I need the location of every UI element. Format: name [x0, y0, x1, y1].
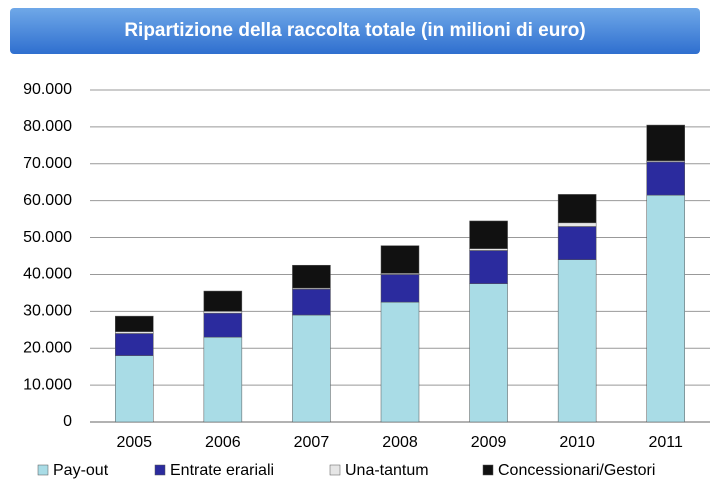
x-tick-label: 2010 — [559, 434, 595, 451]
legend-swatch — [37, 464, 49, 476]
bar-segment — [292, 288, 331, 316]
bar-segment — [380, 301, 420, 423]
legend-swatch — [329, 464, 341, 476]
bar-segment — [469, 250, 508, 284]
bar-segment — [292, 264, 331, 289]
y-tick-label: 10.000 — [23, 376, 72, 393]
bar-segment — [115, 315, 154, 332]
bar-segment — [115, 355, 154, 423]
x-tick-label: 2006 — [205, 434, 241, 451]
bar-segment — [469, 220, 508, 249]
y-tick-label: 0 — [63, 413, 72, 430]
x-tick-label: 2005 — [116, 434, 152, 451]
bar-segment — [115, 333, 154, 356]
x-tick-label: 2008 — [382, 434, 418, 451]
legend-label: Una-tantum — [345, 462, 429, 479]
bar-segment — [380, 245, 420, 274]
bar-segment — [203, 311, 243, 314]
bar-segment — [469, 248, 508, 251]
x-tick-label: 2009 — [471, 434, 507, 451]
bar-segment — [557, 226, 597, 260]
bar-segment — [646, 161, 685, 196]
bar-segment — [646, 194, 685, 423]
chart-title: Ripartizione della raccolta totale (in m… — [124, 20, 585, 41]
bar-segment — [292, 314, 331, 423]
bar-segment — [203, 290, 243, 312]
legend-swatch — [482, 464, 494, 476]
y-tick-label: 20.000 — [23, 339, 72, 356]
bar-segment — [115, 331, 154, 334]
legend-label: Entrate erariali — [170, 462, 274, 479]
x-tick-label: 2007 — [294, 434, 330, 451]
title-banner — [10, 8, 700, 54]
bar-segment — [646, 124, 685, 162]
y-tick-label: 80.000 — [23, 118, 72, 135]
y-tick-label: 30.000 — [23, 303, 72, 320]
y-tick-label: 60.000 — [23, 192, 72, 209]
bar-segment — [557, 222, 597, 227]
legend-swatch — [154, 464, 166, 476]
y-tick-label: 70.000 — [23, 155, 72, 172]
bar-segment — [469, 283, 508, 423]
y-tick-label: 40.000 — [23, 266, 72, 283]
bar-segment — [557, 194, 597, 224]
bar-segment — [380, 274, 420, 303]
legend-label: Concessionari/Gestori — [498, 462, 655, 479]
bar-segment — [203, 312, 243, 338]
bar-segment — [203, 336, 243, 423]
bar-segment — [557, 259, 597, 423]
x-tick-label: 2011 — [649, 434, 684, 451]
legend-label: Pay-out — [53, 462, 109, 479]
y-tick-label: 90.000 — [23, 81, 72, 98]
y-tick-label: 50.000 — [23, 229, 72, 246]
